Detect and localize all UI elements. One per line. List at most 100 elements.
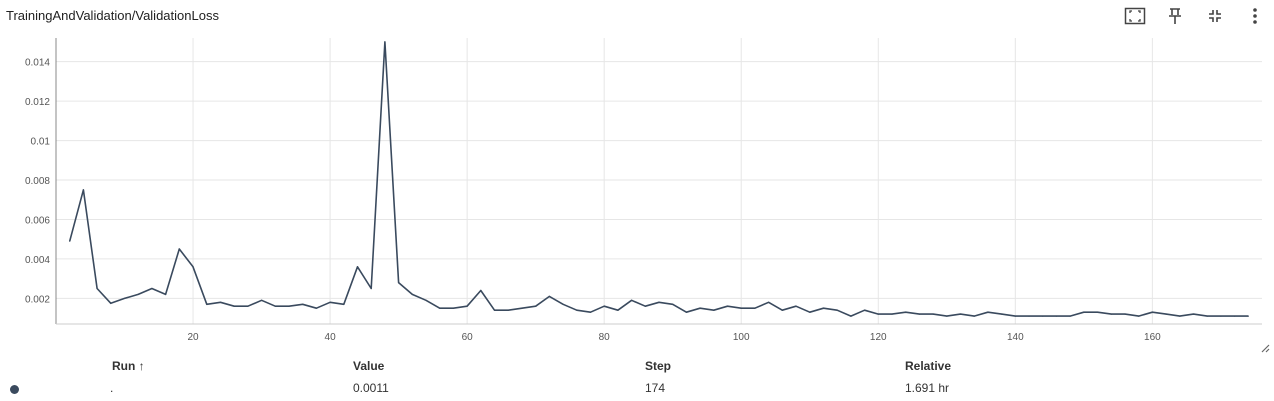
- data-point: [507, 309, 509, 311]
- y-tick-label: 0.014: [25, 58, 50, 69]
- data-point: [891, 313, 893, 315]
- y-tick-label: 0.012: [25, 97, 50, 108]
- run-value: 0.0011: [353, 381, 389, 395]
- data-point: [836, 309, 838, 311]
- fit-to-domain-button[interactable]: [1122, 5, 1148, 27]
- data-point: [302, 303, 304, 305]
- data-point: [69, 240, 71, 242]
- data-point: [384, 41, 386, 43]
- data-point: [1028, 315, 1030, 317]
- data-point: [521, 307, 523, 309]
- y-tick-label: 0.01: [31, 137, 51, 148]
- data-point: [1234, 315, 1236, 317]
- data-point: [589, 311, 592, 313]
- data-point: [165, 293, 167, 295]
- data-point: [864, 309, 866, 311]
- data-point: [398, 282, 400, 284]
- data-point: [247, 305, 249, 307]
- data-point: [123, 297, 126, 299]
- data-point: [343, 303, 345, 305]
- data-point: [576, 309, 578, 311]
- data-point: [192, 266, 194, 268]
- data-point: [1110, 313, 1112, 315]
- data-point: [178, 248, 180, 250]
- resize-handle[interactable]: [1258, 340, 1270, 353]
- data-point: [1138, 315, 1140, 317]
- data-point: [288, 305, 290, 307]
- data-point: [110, 302, 112, 304]
- data-point: [1042, 315, 1044, 317]
- run-color-dot: [10, 385, 19, 394]
- data-point: [206, 303, 208, 305]
- y-tick-label: 0.004: [25, 255, 50, 266]
- data-point: [809, 311, 811, 313]
- y-tick-label: 0.008: [25, 176, 50, 187]
- data-point: [329, 301, 331, 303]
- data-point: [1165, 313, 1167, 315]
- data-point: [1179, 315, 1181, 317]
- data-point: [1247, 315, 1249, 317]
- data-point: [822, 307, 825, 309]
- chart-title: TrainingAndValidation/ValidationLoss: [6, 8, 219, 23]
- data-point: [631, 299, 633, 301]
- data-point: [96, 287, 98, 290]
- data-point: [535, 305, 537, 307]
- data-point: [1124, 313, 1126, 315]
- data-point: [466, 305, 468, 307]
- column-header-run[interactable]: Run ↑: [112, 359, 145, 373]
- data-point: [877, 313, 879, 315]
- data-point: [1206, 315, 1208, 317]
- data-point: [493, 309, 496, 311]
- run-name: .: [110, 381, 114, 395]
- data-point: [233, 305, 235, 307]
- data-point: [1014, 315, 1016, 317]
- fit-to-domain-icon: [1124, 7, 1146, 25]
- data-point: [713, 309, 715, 311]
- data-point: [562, 303, 564, 305]
- data-point: [1096, 311, 1099, 313]
- data-point: [617, 309, 619, 311]
- chart-svg: 0.002 0.004 0.006 0.008 0.01 0.012 0.014 20 40 60…: [25, 38, 1262, 343]
- column-header-value[interactable]: Value: [353, 359, 385, 373]
- x-tick-label: 100: [733, 332, 750, 343]
- pin-button[interactable]: [1162, 5, 1188, 27]
- column-header-step[interactable]: Step: [645, 359, 672, 373]
- data-point: [781, 309, 783, 311]
- data-point: [439, 307, 441, 309]
- data-point: [685, 311, 688, 313]
- data-point: [795, 305, 797, 307]
- data-point: [261, 299, 263, 301]
- data-point: [1151, 311, 1153, 313]
- data-point: [658, 301, 660, 303]
- more-menu-button[interactable]: [1242, 5, 1268, 27]
- x-tick-label: 120: [870, 332, 887, 343]
- line-chart[interactable]: 0.002 0.004 0.006 0.008 0.01 0.012 0.014 20 40 60…: [0, 34, 1274, 354]
- data-point: [754, 307, 756, 309]
- data-point: [370, 287, 372, 290]
- data-point: [987, 311, 989, 313]
- data-point: [315, 307, 317, 309]
- column-header-relative[interactable]: Relative: [905, 359, 952, 373]
- y-tick-label: 0.002: [25, 294, 50, 305]
- data-point: [644, 305, 646, 307]
- data-point: [946, 315, 948, 317]
- data-point: [603, 305, 605, 307]
- data-point: [82, 189, 84, 191]
- series-line: [68, 41, 1249, 317]
- data-point: [1083, 311, 1085, 313]
- data-point: [959, 313, 962, 315]
- data-point: [918, 313, 921, 315]
- pin-icon: [1169, 8, 1181, 24]
- x-tick-label: 160: [1144, 332, 1161, 343]
- data-point: [1192, 313, 1195, 315]
- data-point: [425, 299, 427, 301]
- run-relative: 1.691 hr: [905, 381, 950, 395]
- data-point: [452, 307, 454, 309]
- data-point: [740, 307, 742, 309]
- data-point: [137, 293, 139, 295]
- data-point: [1001, 313, 1003, 315]
- data-point: [973, 315, 975, 317]
- collapse-button[interactable]: [1202, 5, 1228, 27]
- y-tick-label: 0.006: [25, 215, 50, 226]
- x-tick-label: 20: [187, 332, 199, 343]
